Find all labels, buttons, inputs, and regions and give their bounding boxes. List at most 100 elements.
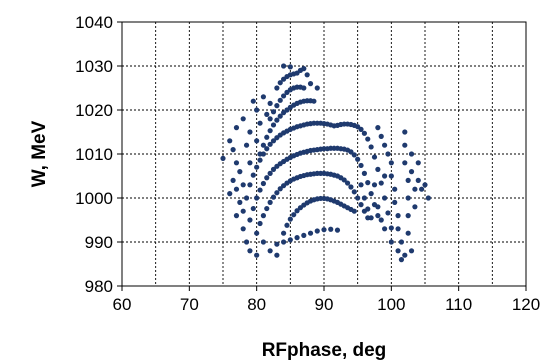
data-point [237,169,243,175]
data-point [264,146,270,152]
data-point [254,252,260,258]
x-tick-label: 80 [247,295,266,314]
data-point [274,241,280,247]
data-point [254,164,260,170]
x-tick-labels: 60 70 80 90 100 110 120 [113,295,541,314]
data-point [243,239,250,245]
data-point [233,160,240,166]
data-point [388,225,394,231]
y-tick-labels: 980 990 1000 1010 1020 1030 1040 [75,13,113,296]
data-point [405,230,411,236]
data-point [247,182,253,188]
data-point [277,113,283,119]
data-point [270,109,277,115]
data-point [250,172,256,178]
axis-ticks [117,21,527,291]
data-point [287,64,293,70]
x-axis-title: RFphase, deg [262,340,387,361]
x-tick-label: 60 [113,295,132,314]
data-point [378,133,384,139]
data-point [260,180,266,187]
data-point [240,226,246,232]
data-point [281,239,287,245]
data-point [348,149,354,155]
data-point [277,80,283,86]
data-point [270,194,277,200]
data-point [287,216,293,222]
data-point [365,136,371,142]
x-tick-label: 70 [180,295,199,314]
data-point [264,205,270,212]
data-point [348,184,354,190]
data-point [382,173,388,179]
data-point [230,147,236,153]
data-point [355,195,361,201]
data-point [371,154,378,160]
data-point [301,232,307,238]
data-point [260,213,266,219]
y-tick-label: 1040 [75,13,113,32]
data-point [270,138,277,144]
data-point [355,156,361,162]
data-points [220,63,431,263]
data-point [257,151,263,157]
data-point [281,93,287,99]
data-point [233,125,240,131]
data-point [267,100,273,106]
data-point [270,122,277,128]
data-point [371,182,378,188]
data-point [368,191,374,197]
data-point [257,187,263,193]
data-point [254,230,260,236]
data-point [398,257,405,263]
data-point [277,186,283,192]
data-point [274,103,280,109]
data-point [281,230,287,236]
data-point [412,204,418,210]
data-point [281,63,287,69]
data-point [368,215,374,221]
data-point [395,226,401,232]
data-point [344,180,351,186]
grid-lines [122,22,526,286]
data-point [233,186,240,192]
data-point [267,170,273,176]
data-point [267,199,273,205]
data-point [254,138,260,144]
data-point [408,151,415,157]
data-point [395,213,401,219]
x-tick-label: 120 [512,295,540,314]
data-point [264,111,270,117]
data-point [264,175,270,181]
data-point [415,177,421,183]
data-point [361,130,367,136]
data-point [375,204,381,210]
data-point [358,202,364,208]
data-point [375,213,381,219]
data-point [240,182,246,188]
data-point [351,189,357,195]
data-point [260,142,266,148]
data-point [284,222,290,228]
data-point [314,228,320,234]
data-point [307,81,314,87]
y-axis-title: W, MeV [29,120,50,187]
data-point [422,182,428,188]
data-point [274,252,280,258]
data-point [250,205,256,212]
data-point [314,85,320,91]
data-point [267,116,273,122]
data-point [405,195,411,201]
data-point [402,160,408,166]
data-point [294,208,300,214]
data-point [257,220,263,227]
data-point [392,186,398,192]
data-point [264,134,270,140]
data-point [425,195,431,201]
data-point [405,213,411,219]
data-point [254,107,260,113]
data-point [240,116,246,122]
x-tick-label: 90 [315,295,334,314]
y-tick-label: 1030 [75,57,113,76]
